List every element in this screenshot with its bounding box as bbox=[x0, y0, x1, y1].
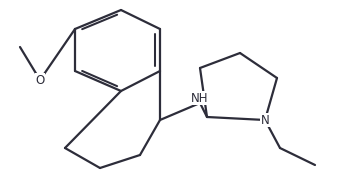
Text: N: N bbox=[261, 113, 269, 126]
Text: O: O bbox=[35, 73, 44, 86]
Text: NH: NH bbox=[191, 92, 209, 105]
